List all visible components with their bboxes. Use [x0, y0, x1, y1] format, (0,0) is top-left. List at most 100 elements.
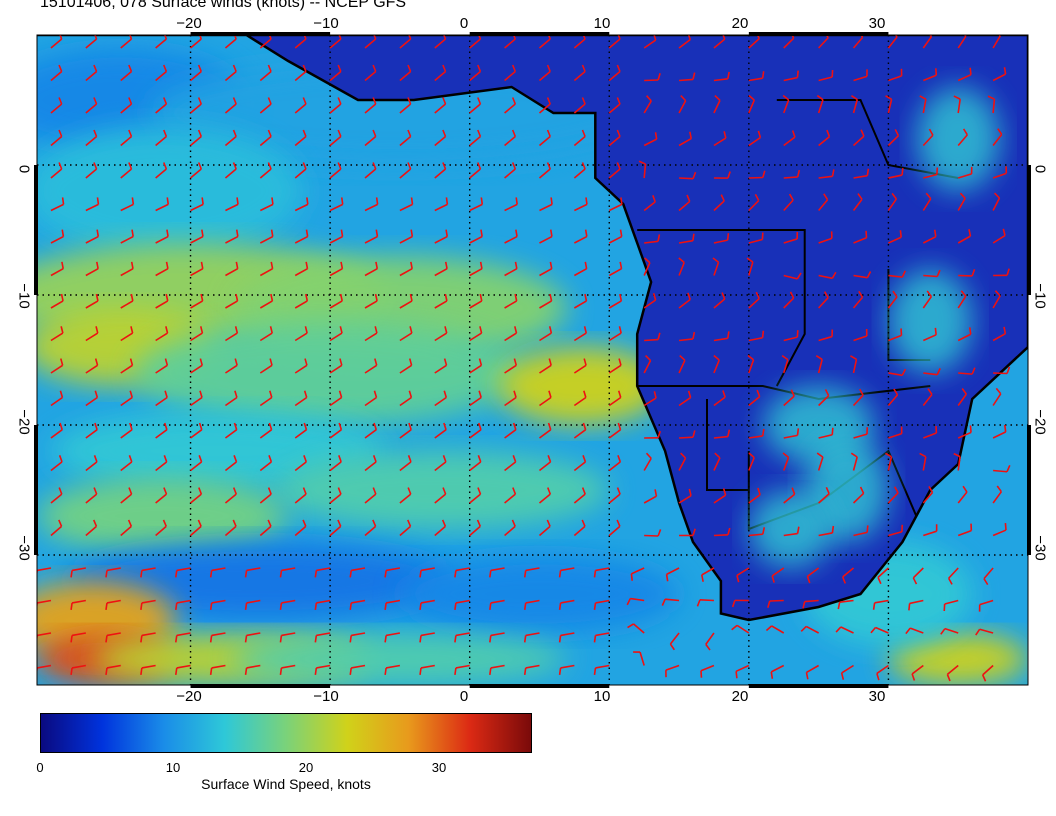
- wind-barb: [85, 97, 98, 114]
- wind-barb: [573, 97, 586, 114]
- lat-tick-left-0: 0: [15, 164, 33, 174]
- wind-barb: [140, 567, 156, 578]
- wind-barb: [539, 358, 552, 374]
- wind-barb: [504, 326, 518, 342]
- wind-barb: [279, 599, 296, 610]
- wind-barb: [329, 390, 343, 407]
- wind-barb: [155, 487, 168, 504]
- wind-barb: [120, 422, 133, 439]
- wind-barb: [922, 35, 933, 49]
- wind-barb: [469, 326, 483, 342]
- wind-barb: [489, 567, 505, 578]
- wind-barb: [50, 293, 64, 309]
- colorbar-tick-0: 0: [36, 760, 44, 775]
- wind-barb: [888, 368, 907, 377]
- wind-barb: [50, 487, 63, 504]
- wind-barb: [608, 519, 621, 537]
- wind-barb: [434, 455, 447, 472]
- wind-barb: [748, 428, 765, 439]
- wind-barb: [888, 68, 903, 82]
- wind-barb: [70, 664, 86, 675]
- wind-barb: [504, 229, 518, 244]
- wind-barb: [209, 567, 226, 578]
- wind-barb: [329, 35, 342, 49]
- wind-barb: [384, 664, 401, 675]
- wind-barb: [887, 388, 899, 407]
- wind-barb: [489, 632, 505, 643]
- wind-barb: [885, 95, 893, 114]
- wind-barb: [434, 390, 448, 407]
- map-title: 15101406, 078 Surface winds (knots) -- N…: [40, 0, 407, 11]
- wind-barb: [469, 487, 482, 504]
- wind-barb: [85, 35, 98, 49]
- wind-barb: [190, 487, 203, 504]
- wind-barb: [209, 599, 226, 610]
- wind-barb: [190, 422, 203, 439]
- wind-barb: [539, 422, 552, 439]
- lat-tick-left-10s: −10: [15, 283, 33, 309]
- wind-barb: [120, 35, 133, 49]
- wind-barb: [953, 452, 961, 471]
- wind-barb: [50, 390, 64, 407]
- wind-barb: [105, 632, 121, 643]
- wind-barb: [155, 97, 168, 114]
- wind-barb: [469, 358, 483, 374]
- wind-barb: [978, 599, 994, 612]
- wind-barb: [209, 664, 226, 675]
- wind-barb: [783, 330, 799, 342]
- wind-barb: [818, 231, 833, 244]
- wind-barb: [120, 326, 134, 342]
- wind-barb: [850, 355, 858, 374]
- wind-barb: [469, 261, 483, 277]
- wind-barb: [992, 166, 1008, 179]
- wind-barb: [940, 627, 959, 635]
- wind-barb: [608, 487, 621, 504]
- wind-barb: [713, 35, 726, 49]
- wind-barb: [329, 197, 344, 212]
- wind-barb: [573, 422, 587, 439]
- wind-barb: [783, 130, 796, 147]
- wind-barb: [993, 464, 1011, 473]
- wind-barb: [644, 430, 661, 439]
- wind-barb: [957, 166, 973, 179]
- wind-barb: [294, 390, 308, 407]
- wind-barb: [294, 455, 308, 472]
- wind-barb: [748, 94, 756, 114]
- wind-barb: [633, 651, 645, 666]
- wind-barb: [987, 95, 996, 114]
- wind-barb: [384, 632, 401, 643]
- wind-barb: [626, 597, 645, 606]
- wind-barb: [696, 598, 714, 607]
- wind-barb: [105, 664, 121, 675]
- wind-barb: [50, 35, 63, 49]
- wind-barb: [174, 664, 191, 675]
- wind-barb: [399, 455, 412, 472]
- wind-barb: [802, 599, 819, 609]
- wind-barb: [469, 293, 483, 309]
- wind-barb: [50, 455, 63, 472]
- lon-tick-bottom-20: −20: [176, 688, 202, 705]
- lat-tick-right-30s: −30: [1031, 535, 1049, 561]
- wind-barb: [887, 290, 898, 309]
- wind-barb: [783, 231, 799, 244]
- wind-barb: [294, 197, 309, 212]
- wind-barb: [384, 599, 401, 610]
- wind-barb: [992, 128, 1003, 146]
- wind-barb: [155, 129, 168, 147]
- wind-barb: [155, 519, 167, 537]
- wind-barb: [678, 354, 686, 374]
- wind-barb: [190, 97, 203, 114]
- wind-barb: [783, 70, 799, 82]
- wind-barb: [259, 64, 272, 82]
- wind-barb: [678, 292, 691, 309]
- wind-barb: [573, 358, 587, 374]
- wind-barb: [922, 128, 934, 147]
- wind-barb: [608, 422, 622, 439]
- wind-barb: [818, 129, 831, 147]
- wind-barb: [244, 567, 261, 578]
- wind-barb: [364, 390, 378, 407]
- wind-barb: [905, 627, 924, 635]
- wind-barb: [190, 229, 204, 244]
- wind-barb: [853, 427, 869, 439]
- wind-barb: [922, 290, 933, 309]
